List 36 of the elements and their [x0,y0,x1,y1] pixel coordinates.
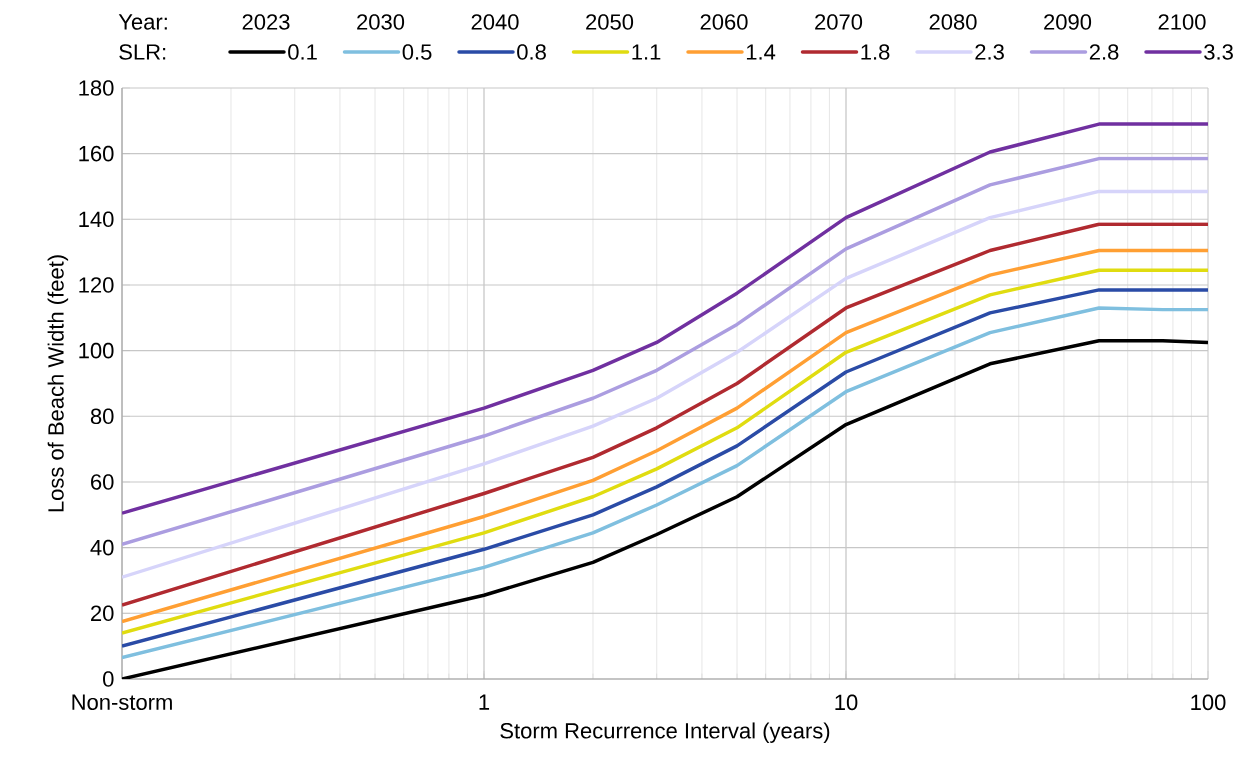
x-tick-label: Non-storm [72,694,172,710]
legend-label: 1.1 [632,44,661,60]
x-tick-label: 1 [479,694,490,710]
y-axis-title: Loss of Beach Width (feet) [47,255,69,512]
text: 2070 [815,14,863,30]
y-tick-label: 0 [103,671,114,687]
legend-label: 1.8 [861,44,890,60]
y-tick-label: 100 [79,342,114,359]
text: 2030 [357,14,405,30]
text: 2090 [1044,14,1092,30]
x-tick-label: 10 [835,694,858,711]
y-tick-label: 180 [79,80,114,96]
text: 2100 [1158,14,1206,30]
y-tick-label: 20 [91,605,114,622]
y-tick-label: 120 [79,277,114,293]
text: 2080 [929,14,977,30]
legend-label: 0.8 [517,44,546,60]
legend-label: 1.4 [746,44,776,60]
legend-label: 3.3 [1204,44,1233,60]
y-tick-label: 40 [90,539,114,556]
text: 2060 [700,14,748,30]
legend-title: SLR: [119,44,166,60]
y-tick-label: 160 [79,145,114,162]
y-tick-label: 80 [90,408,114,425]
y-tick-label: 140 [79,211,114,228]
text: 2023 [242,14,290,30]
x-axis-title: Storm Recurrence Interval (years) [500,722,830,743]
legend-label: 0.1 [288,44,317,60]
legend-label: 2.3 [975,44,1004,60]
text: 2050 [586,14,634,30]
text: 2040 [471,14,519,30]
legend-label: 0.5 [402,44,432,60]
legend-label: 2.8 [1089,44,1119,60]
y-tick-label: 60 [91,474,114,490]
text: Year: [118,14,167,30]
x-tick-label: 100 [1191,694,1226,711]
